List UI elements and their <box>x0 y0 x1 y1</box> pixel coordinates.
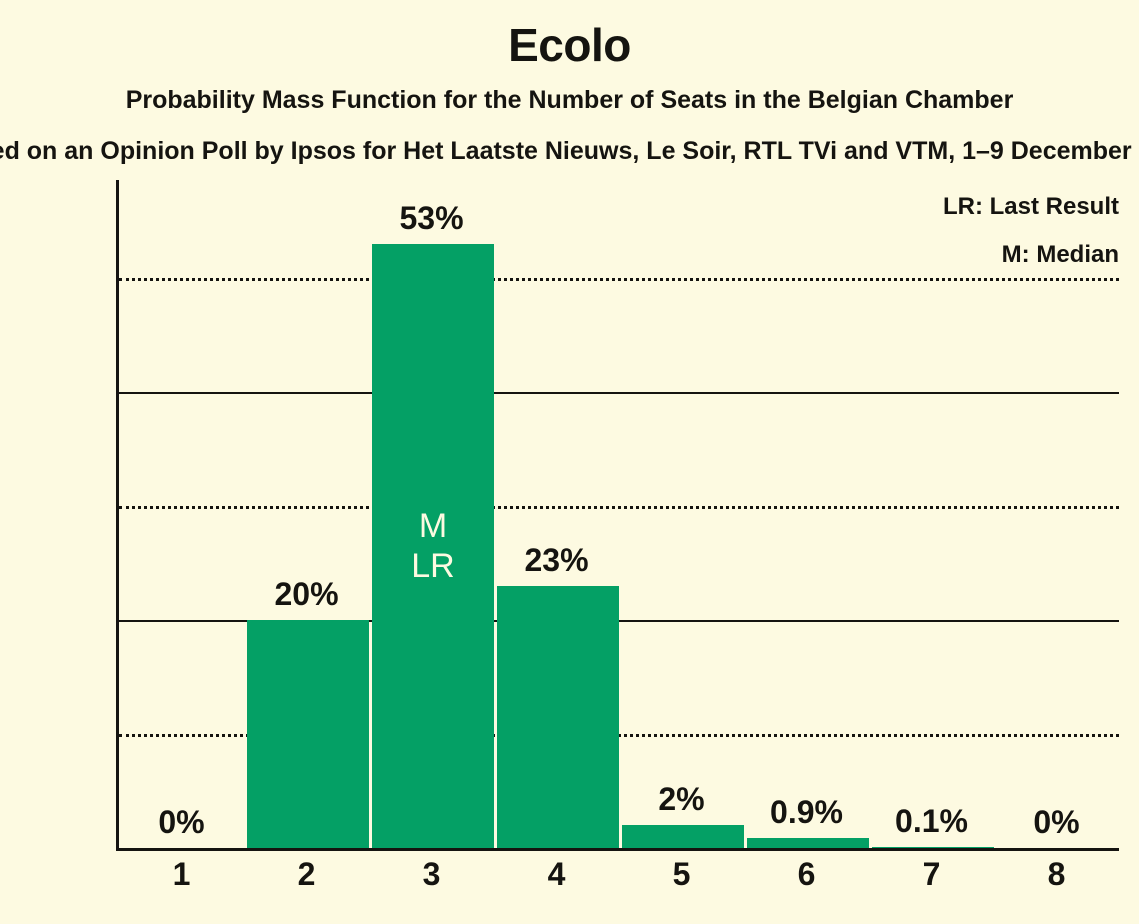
bar-slot-3[interactable]: M LR 53% <box>369 180 494 848</box>
gridline-40 <box>119 392 1119 395</box>
bar-4[interactable] <box>497 586 619 848</box>
bar-3[interactable] <box>372 244 494 848</box>
y-axis-line <box>116 180 119 851</box>
x-tick-label-5: 5 <box>672 856 691 892</box>
bar-slot-6[interactable]: 0.9% <box>744 180 869 848</box>
x-tick-label-6: 6 <box>797 856 816 892</box>
x-tick-label-3: 3 <box>422 856 441 892</box>
x-axis-line <box>116 848 1119 851</box>
legend-item-last-result: LR: Last Result <box>942 193 1119 220</box>
bar-7[interactable] <box>872 847 994 848</box>
bar-5[interactable] <box>622 825 744 848</box>
bar-slot-1[interactable]: 0% <box>119 180 244 848</box>
chart-subtitle: Probability Mass Function for the Number… <box>125 86 1014 114</box>
x-tick-label-4: 4 <box>547 856 566 892</box>
gridline-10 <box>119 734 1119 737</box>
bar-slot-7[interactable]: 0.1% <box>869 180 994 848</box>
gridline-50 <box>119 278 1119 282</box>
x-tick-label-2: 2 <box>297 856 316 892</box>
bar-slot-4[interactable]: 23% <box>494 180 619 848</box>
bar-value-label-1: 0% <box>158 804 205 840</box>
gridline-30 <box>119 506 1119 510</box>
bar-slot-8[interactable]: 0% <box>994 180 1119 848</box>
bar-value-label-6: 0.9% <box>770 794 843 830</box>
legend-item-median: M: Median <box>1001 241 1119 268</box>
bar-value-label-4: 23% <box>524 542 589 578</box>
bar-value-label-8: 0% <box>1033 804 1080 840</box>
x-tick-label-7: 7 <box>922 856 941 892</box>
x-tick-label-8: 8 <box>1047 856 1066 892</box>
chart-legend: LR: Last Result M: Median <box>943 183 1119 279</box>
bar-slot-5[interactable]: 2% <box>619 180 744 848</box>
bar-slot-2[interactable]: 20% <box>244 180 369 848</box>
page-title: Ecolo <box>508 19 631 71</box>
x-tick-label-1: 1 <box>172 856 191 892</box>
bar-value-label-3: 53% <box>399 200 464 236</box>
gridline-20 <box>119 620 1119 622</box>
chart-source-note: Based on an Opinion Poll by Ipsos for He… <box>0 137 1139 165</box>
bar-marker-3: M LR <box>372 506 494 586</box>
bar-2[interactable] <box>247 620 369 848</box>
bar-6[interactable] <box>747 838 869 848</box>
marker-m: M <box>418 507 448 545</box>
bar-value-label-5: 2% <box>658 781 705 817</box>
bar-value-label-2: 20% <box>274 576 339 612</box>
bar-series: 0% 20% M LR 53% 23% 2% 0.9% 0.1% 0% <box>119 180 1119 848</box>
bar-value-label-7: 0.1% <box>895 803 968 839</box>
marker-lr: LR <box>411 547 455 585</box>
